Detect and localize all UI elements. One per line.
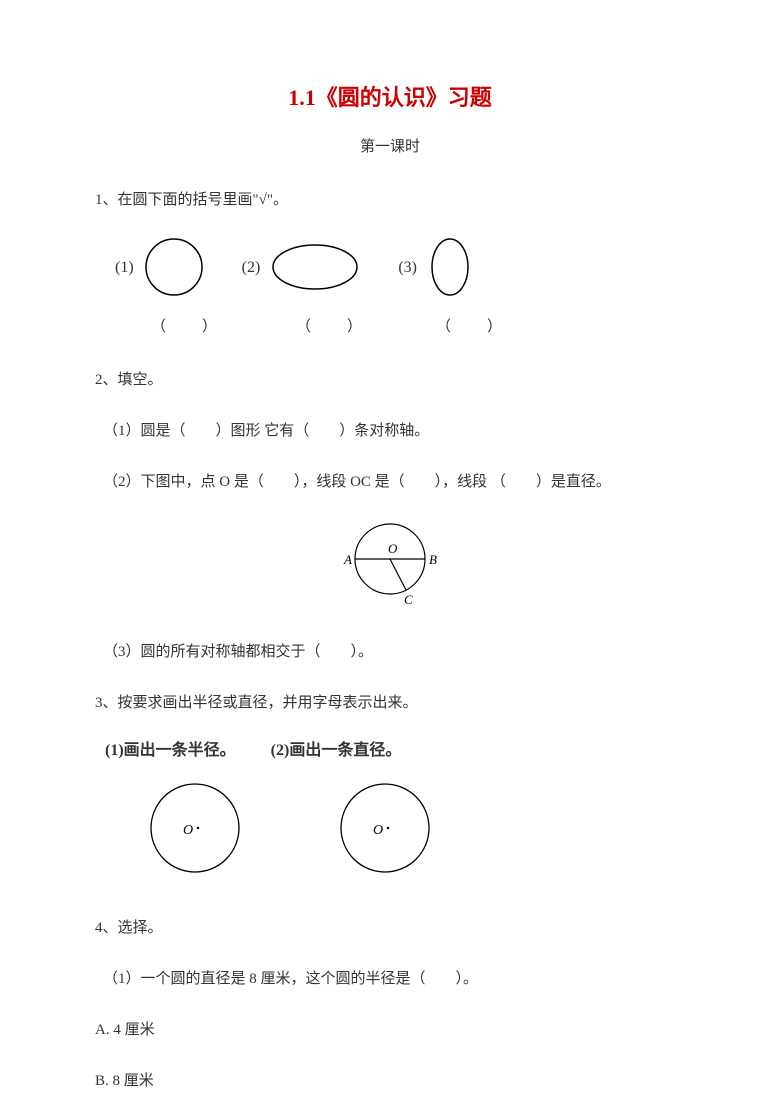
shape-2: (2) bbox=[242, 240, 364, 295]
shape-2-label: (2) bbox=[242, 255, 261, 281]
q4-optB: B. 8 厘米 bbox=[95, 1065, 685, 1098]
circle-center-icon: O bbox=[335, 778, 435, 878]
q1-parens-row: （ ） （ ） （ ） bbox=[115, 315, 685, 339]
q2-diagram: A B O C bbox=[95, 517, 685, 616]
svg-text:O: O bbox=[183, 823, 193, 838]
circle-diameter: O bbox=[335, 778, 435, 887]
svg-text:B: B bbox=[429, 552, 437, 567]
shape-3-label: (3) bbox=[398, 255, 417, 281]
shape-1-label: (1) bbox=[115, 255, 134, 281]
ellipse-v-icon bbox=[425, 235, 475, 300]
q2-header: 2、填空。 bbox=[95, 364, 685, 397]
q2-item2: （2）下图中，点 O 是（ ），线段 OC 是（ ），线段 （ ）是直径。 bbox=[95, 466, 685, 499]
circle-center-icon: O bbox=[145, 778, 245, 878]
q3-subrow: (1)画出一条半径。 (2)画出一条直径。 bbox=[105, 738, 685, 764]
svg-text:A: A bbox=[343, 552, 352, 567]
q1-shapes-row: (1) (2) (3) bbox=[115, 235, 685, 300]
q3-sub2: (2)画出一条直径。 bbox=[271, 738, 402, 764]
subtitle: 第一课时 bbox=[95, 135, 685, 159]
paren-3: （ ） bbox=[405, 315, 535, 339]
svg-text:O: O bbox=[373, 823, 383, 838]
shape-3: (3) bbox=[398, 235, 475, 300]
labeled-circle-icon: A B O C bbox=[330, 517, 450, 607]
ellipse-h-icon bbox=[268, 240, 363, 295]
q3-sub1: (1)画出一条半径。 bbox=[105, 738, 236, 764]
paren-1: （ ） bbox=[115, 315, 255, 339]
q3-circles: O O bbox=[145, 778, 685, 887]
q4-header: 4、选择。 bbox=[95, 912, 685, 945]
q3-header: 3、按要求画出半径或直径，并用字母表示出来。 bbox=[95, 687, 685, 720]
page-title: 1.1《圆的认识》习题 bbox=[95, 80, 685, 115]
shape-1: (1) bbox=[115, 235, 207, 300]
circle-icon bbox=[142, 235, 207, 300]
q1-text: 1、在圆下面的括号里画"√"。 bbox=[95, 184, 685, 217]
paren-2: （ ） bbox=[255, 315, 405, 339]
q4-optA: A. 4 厘米 bbox=[95, 1014, 685, 1047]
q4-item1: （1）一个圆的直径是 8 厘米，这个圆的半径是（ ）。 bbox=[95, 963, 685, 996]
q2-item3: （3）圆的所有对称轴都相交于（ ）。 bbox=[95, 636, 685, 669]
svg-text:C: C bbox=[404, 592, 413, 607]
circle-radius: O bbox=[145, 778, 245, 887]
svg-text:O: O bbox=[388, 541, 398, 556]
q2-item1: （1）圆是（ ）图形 它有（ ）条对称轴。 bbox=[95, 415, 685, 448]
